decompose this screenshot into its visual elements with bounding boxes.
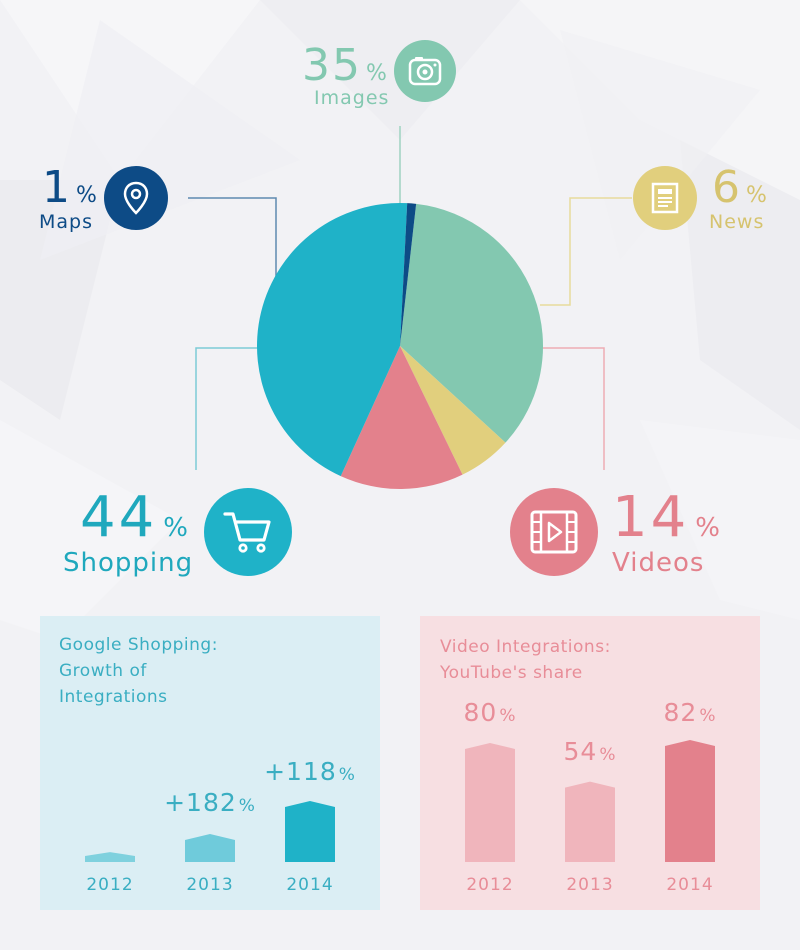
video-year-2013: 2013: [566, 875, 614, 895]
images-value: 35%: [302, 44, 387, 88]
video-share-panel: Video Integrations: YouTube's share 80% …: [420, 616, 760, 910]
shopping-value: 44%: [80, 490, 188, 546]
video-year-2012: 2012: [466, 875, 514, 895]
images-label: Images: [314, 87, 390, 109]
video-bar-label-2012: 80%: [464, 698, 517, 727]
video-bar-label-2013-sign: %: [599, 745, 617, 765]
videos-percent: 14: [612, 485, 690, 550]
shopping-growth-panel: Google Shopping: Growth of Integrations …: [40, 616, 380, 910]
maps-percent-sign: %: [76, 183, 97, 208]
video-title-line-1: Video Integrations:: [440, 637, 611, 657]
images-percent-sign: %: [366, 61, 387, 86]
videos-label: Videos: [612, 548, 705, 578]
video-bar-label-2012-sign: %: [499, 706, 517, 726]
news-value: 6%: [712, 166, 767, 210]
shopping-year-2013: 2013: [186, 875, 234, 895]
videos-percent-sign: %: [695, 513, 720, 543]
shopping-bar-label-2014-sign: %: [338, 765, 356, 785]
shopping-bar-label-2013-sign: %: [238, 796, 256, 816]
shopping-year-2012: 2012: [86, 875, 134, 895]
video-bar-label-2012-value: 80: [463, 698, 498, 727]
video-year-2014: 2014: [666, 875, 714, 895]
videos-value: 14%: [612, 490, 720, 546]
shopping-title-line-3: Integrations: [59, 687, 168, 707]
shopping-bar-label-2014-value: +118: [264, 757, 337, 786]
video-bar-2013: [565, 781, 615, 862]
shopping-bar-2014: [285, 801, 335, 862]
pie-slice-news: [400, 346, 506, 475]
connector-maps: [188, 197, 277, 280]
video-bar-2014: [665, 740, 715, 862]
shopping-percent-sign: %: [163, 513, 188, 543]
pie-connector-lines: [188, 126, 632, 470]
video-bar-2012: [465, 742, 515, 862]
shopping-bar-label-2013-value: +182: [164, 788, 237, 817]
pie-slice-images: [400, 203, 543, 443]
news-label: News: [709, 211, 765, 233]
news-percent-sign: %: [746, 183, 767, 208]
video-bar-label-2014-value: 82: [663, 698, 698, 727]
video-panel-title: Video Integrations: YouTube's share: [440, 634, 611, 686]
shopping-panel-title: Google Shopping: Growth of Integrations: [59, 632, 218, 710]
shopping-cart-icon: [204, 488, 292, 576]
shopping-bar-label-2014: +118%: [264, 757, 356, 786]
shopping-year-2014: 2014: [286, 875, 334, 895]
film-play-icon: [510, 488, 598, 576]
shopping-title-line-2: Growth of: [59, 661, 147, 681]
news-percent: 6: [712, 162, 742, 213]
maps-value: 1%: [42, 166, 97, 210]
shopping-percent: 44: [80, 485, 158, 550]
newspaper-icon: [633, 166, 697, 230]
video-bar-label-2014: 82%: [664, 698, 717, 727]
video-bar-label-2013: 54%: [564, 737, 617, 766]
shopping-bars: [85, 801, 335, 862]
camera-icon: [394, 40, 456, 102]
connector-news: [540, 197, 632, 306]
video-bar-label-2014-sign: %: [699, 706, 717, 726]
video-bars: [465, 740, 715, 862]
connector-shopping: [195, 347, 258, 470]
pie-slice-shopping: [257, 203, 408, 477]
shopping-title-line-1: Google Shopping:: [59, 635, 218, 655]
shopping-bar-2012: [85, 852, 135, 862]
pie-slice-videos: [340, 346, 463, 489]
connector-videos: [540, 347, 605, 470]
maps-percent: 1: [42, 162, 72, 213]
video-bar-label-2013-value: 54: [563, 737, 598, 766]
shopping-bar-2013: [185, 834, 235, 862]
video-title-line-2: YouTube's share: [440, 663, 583, 683]
images-percent: 35: [302, 40, 362, 91]
map-pin-icon: [104, 166, 168, 230]
shopping-label: Shopping: [63, 548, 194, 578]
shopping-bar-label-2013: +182%: [164, 788, 256, 817]
maps-label: Maps: [39, 211, 93, 233]
pie-slice-maps: [400, 203, 417, 346]
pie-chart: [257, 203, 543, 489]
